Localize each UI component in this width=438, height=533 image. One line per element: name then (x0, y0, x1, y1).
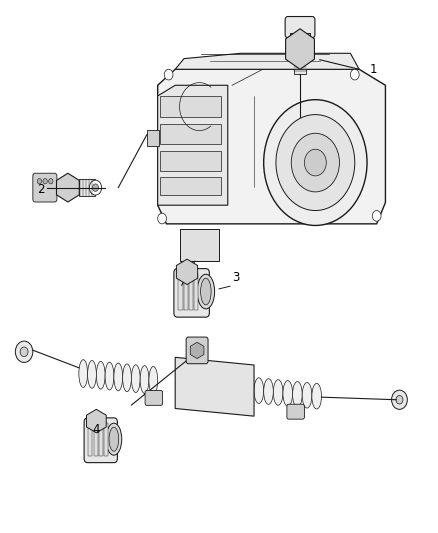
Ellipse shape (140, 366, 149, 393)
Ellipse shape (293, 382, 302, 407)
Polygon shape (177, 259, 198, 285)
Bar (160, 124, 221, 144)
Bar (88, 423, 92, 456)
Circle shape (350, 69, 359, 80)
Ellipse shape (88, 360, 96, 388)
Circle shape (396, 395, 403, 404)
Circle shape (291, 133, 339, 192)
Bar (290, 33, 310, 43)
Polygon shape (158, 85, 228, 205)
Polygon shape (175, 357, 254, 416)
Bar (160, 151, 221, 171)
Bar (79, 179, 95, 196)
Ellipse shape (264, 379, 273, 405)
Polygon shape (175, 53, 359, 69)
Bar (104, 423, 108, 456)
FancyBboxPatch shape (285, 17, 315, 38)
Circle shape (15, 341, 33, 362)
Ellipse shape (105, 362, 114, 390)
Bar (160, 96, 221, 117)
Ellipse shape (114, 363, 123, 391)
Circle shape (158, 213, 166, 224)
Circle shape (37, 179, 42, 184)
FancyBboxPatch shape (145, 390, 162, 406)
Bar (180, 229, 219, 261)
Ellipse shape (273, 379, 283, 405)
Text: 4: 4 (92, 423, 99, 435)
Ellipse shape (149, 367, 158, 394)
Bar (94, 423, 98, 456)
Bar (99, 423, 103, 456)
Ellipse shape (254, 378, 264, 403)
Ellipse shape (123, 364, 131, 392)
FancyBboxPatch shape (174, 269, 209, 317)
Ellipse shape (109, 427, 119, 451)
Polygon shape (86, 409, 106, 433)
Bar (160, 177, 221, 195)
Circle shape (276, 115, 355, 211)
FancyBboxPatch shape (186, 337, 208, 364)
Circle shape (372, 211, 381, 221)
Circle shape (392, 390, 407, 409)
Bar (294, 49, 306, 74)
Circle shape (264, 100, 367, 225)
FancyBboxPatch shape (84, 418, 117, 463)
Polygon shape (286, 29, 314, 69)
Circle shape (164, 69, 173, 80)
Ellipse shape (197, 274, 215, 309)
Ellipse shape (201, 278, 211, 305)
Ellipse shape (79, 360, 88, 387)
Bar (189, 274, 193, 310)
Circle shape (49, 179, 53, 184)
Bar (147, 130, 159, 146)
Circle shape (20, 347, 28, 357)
Circle shape (304, 149, 326, 176)
Ellipse shape (106, 423, 122, 455)
Ellipse shape (302, 383, 312, 408)
Bar (178, 274, 183, 310)
Circle shape (92, 184, 99, 191)
Text: 1: 1 (370, 63, 378, 76)
Text: 3: 3 (232, 271, 240, 284)
Polygon shape (190, 342, 204, 359)
FancyBboxPatch shape (287, 404, 304, 419)
Bar (194, 274, 198, 310)
Bar (184, 274, 188, 310)
Text: 2: 2 (37, 183, 45, 196)
Ellipse shape (312, 383, 321, 409)
Circle shape (89, 180, 102, 195)
Ellipse shape (96, 361, 105, 389)
Polygon shape (158, 69, 385, 224)
FancyBboxPatch shape (33, 173, 57, 202)
Ellipse shape (283, 381, 293, 406)
Ellipse shape (131, 365, 140, 392)
Polygon shape (57, 173, 79, 202)
Circle shape (43, 179, 47, 184)
